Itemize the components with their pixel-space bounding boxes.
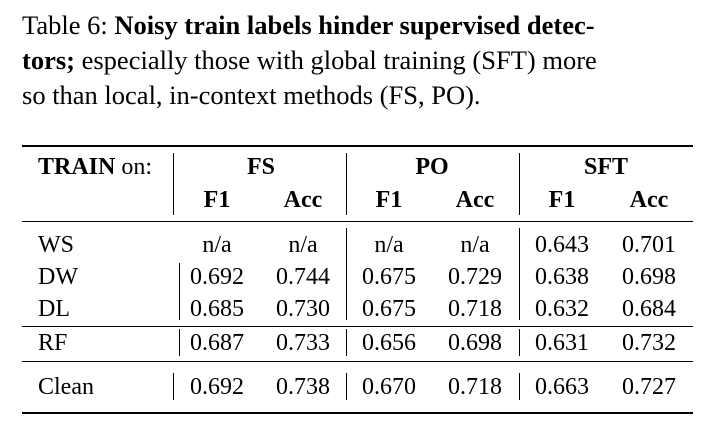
- caption-rest-2: especially those with global training (S…: [81, 45, 597, 75]
- table-cell: 0.733: [276, 330, 330, 356]
- table-cell: 0.718: [448, 374, 502, 400]
- row-label: DL: [38, 296, 70, 322]
- table-cell: n/a: [374, 232, 404, 258]
- table-cell: n/a: [460, 232, 490, 258]
- table-cell: 0.643: [535, 232, 589, 258]
- group-header-fs: FS: [246, 154, 276, 180]
- table-cell: 0.727: [622, 374, 676, 400]
- clean-rule: [22, 361, 693, 362]
- train-on-label: TRAIN on:: [38, 154, 153, 180]
- table-cell: 0.701: [622, 232, 676, 258]
- caption-line-2: tors; especially those with global train…: [22, 43, 692, 78]
- table-cell: 0.732: [622, 330, 676, 356]
- table-cell: 0.670: [362, 374, 416, 400]
- row-label: Clean: [38, 374, 94, 400]
- table-cell: 0.738: [276, 374, 330, 400]
- table-cell: 0.675: [362, 296, 416, 322]
- table-cell: 0.663: [535, 374, 589, 400]
- table-cell: 0.744: [276, 264, 330, 290]
- col-header: F1: [375, 187, 403, 213]
- caption-bold-1: Noisy train labels hinder supervised det…: [114, 10, 595, 40]
- caption-line-1: Table 6: Noisy train labels hinder super…: [22, 8, 692, 43]
- header-divider: [519, 153, 520, 215]
- table-cell: n/a: [202, 232, 232, 258]
- table-cell: 0.638: [535, 264, 589, 290]
- body-divider: [519, 228, 520, 320]
- table-caption: Table 6: Noisy train labels hinder super…: [22, 8, 692, 113]
- clean-divider: [173, 373, 174, 400]
- table-cell: 0.692: [190, 374, 244, 400]
- clean-divider: [519, 373, 520, 400]
- caption-line-3: so than local, in-context methods (FS, P…: [22, 80, 481, 110]
- group-header-sft: SFT: [583, 154, 629, 180]
- table-cell: 0.685: [190, 296, 244, 322]
- col-header: Acc: [283, 187, 323, 213]
- rf-divider: [346, 329, 347, 356]
- caption-prefix: Table 6:: [22, 10, 108, 40]
- table-cell: 0.631: [535, 330, 589, 356]
- table-cell: n/a: [288, 232, 318, 258]
- table-cell: 0.632: [535, 296, 589, 322]
- rf-divider: [179, 329, 180, 356]
- rf-rule: [22, 326, 693, 327]
- header-divider: [346, 153, 347, 215]
- table-cell: 0.692: [190, 264, 244, 290]
- table-cell: 0.718: [448, 296, 502, 322]
- row-label: RF: [38, 330, 68, 356]
- caption-bold-2: tors;: [22, 45, 75, 75]
- table-cell: 0.730: [276, 296, 330, 322]
- col-header: Acc: [629, 187, 669, 213]
- row-label: DW: [38, 264, 78, 290]
- group-header-po: PO: [415, 154, 449, 180]
- table-cell: 0.729: [448, 264, 502, 290]
- header-rule: [22, 221, 693, 222]
- table-cell: 0.698: [622, 264, 676, 290]
- row-label: WS: [38, 232, 74, 258]
- table-bottom-rule: [22, 412, 693, 414]
- header-divider: [173, 153, 174, 215]
- body-divider: [179, 263, 180, 320]
- clean-divider: [346, 373, 347, 400]
- body-divider: [346, 228, 347, 320]
- table-cell: 0.684: [622, 296, 676, 322]
- table-cell: 0.675: [362, 264, 416, 290]
- table-top-rule: [22, 145, 693, 147]
- table-cell: 0.687: [190, 330, 244, 356]
- table-cell: 0.698: [448, 330, 502, 356]
- table-cell: 0.656: [362, 330, 416, 356]
- rf-divider: [519, 329, 520, 356]
- col-header: Acc: [455, 187, 495, 213]
- col-header: F1: [548, 187, 576, 213]
- col-header: F1: [203, 187, 231, 213]
